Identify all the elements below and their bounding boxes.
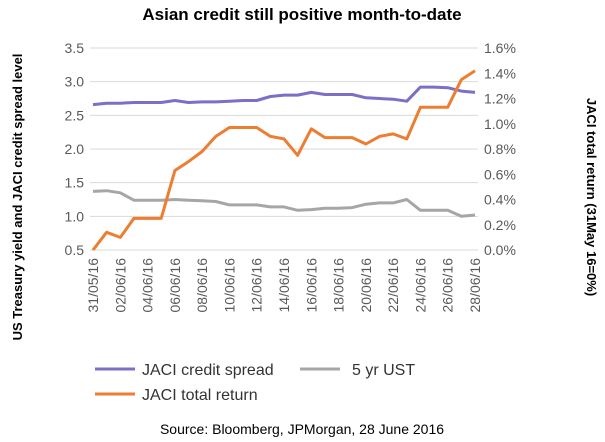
gridlines: [90, 47, 478, 251]
x-tick-label: 18/06/16: [331, 258, 347, 313]
x-tick-label: 31/05/16: [85, 258, 101, 313]
right-axis-ticks: 0.0% 0.2% 0.4% 0.6% 0.8% 1.0% 1.2% 1.4% 1.6%: [484, 40, 516, 258]
left-axis-ticks: 0.5 1.0 1.5 2.0 2.5 3.0 3.5: [65, 40, 85, 258]
left-axis-label: US Treasury yield and JACI credit spread…: [10, 54, 25, 341]
chart-title: Asian credit still positive month-to-dat…: [142, 5, 461, 24]
x-tick-label: 14/06/16: [276, 258, 292, 313]
right-tick-label: 0.4%: [484, 192, 516, 208]
left-tick-label: 0.5: [65, 242, 85, 258]
x-tick-label: 22/06/16: [385, 258, 401, 313]
left-tick-label: 3.0: [65, 74, 85, 90]
series-lines: [91, 69, 476, 251]
series-line-jaci-credit-spread: [92, 85, 476, 107]
x-tick-label: 26/06/16: [440, 258, 456, 313]
x-tick-label: 06/06/16: [167, 258, 183, 313]
x-tick-label: 04/06/16: [140, 258, 156, 313]
right-axis-label: JACI total return (31May 16=0%): [584, 98, 599, 296]
x-tick-label: 20/06/16: [358, 258, 374, 313]
x-tick-label: 16/06/16: [303, 258, 319, 313]
left-tick-label: 1.0: [65, 208, 85, 224]
source-note: Source: Bloomberg, JPMorgan, 28 June 201…: [160, 421, 444, 437]
right-tick-label: 0.6%: [484, 166, 516, 182]
left-tick-label: 1.5: [65, 175, 85, 191]
right-tick-label: 1.0%: [484, 116, 516, 132]
x-tick-label: 24/06/16: [412, 258, 428, 313]
left-tick-label: 2.5: [65, 107, 85, 123]
left-tick-label: 3.5: [65, 40, 85, 56]
right-tick-label: 1.4%: [484, 65, 516, 81]
left-tick-label: 2.0: [65, 141, 85, 157]
right-tick-label: 1.6%: [484, 40, 516, 56]
legend-label-total-return: JACI total return: [142, 387, 258, 404]
legend-label-ust: 5 yr UST: [352, 362, 415, 379]
x-axis-ticks: 31/05/16 02/06/16 04/06/16 06/06/16 08/06/16…: [85, 258, 483, 313]
right-tick-label: 1.2%: [484, 91, 516, 107]
series-line-jaci-total-return: [91, 69, 476, 251]
right-tick-label: 0.2%: [484, 217, 516, 233]
right-tick-label: 0.8%: [484, 141, 516, 157]
x-tick-label: 28/06/16: [467, 258, 483, 313]
x-tick-label: 10/06/16: [221, 258, 237, 313]
legend: JACI credit spread 5 yr UST JACI total r…: [95, 362, 415, 404]
series-line-5-yr-ust: [92, 189, 476, 218]
x-tick-label: 02/06/16: [112, 258, 128, 313]
legend-label-credit-spread: JACI credit spread: [142, 362, 274, 379]
x-tick-label: 08/06/16: [194, 258, 210, 313]
right-tick-label: 0.0%: [484, 242, 516, 258]
x-tick-label: 12/06/16: [249, 258, 265, 313]
